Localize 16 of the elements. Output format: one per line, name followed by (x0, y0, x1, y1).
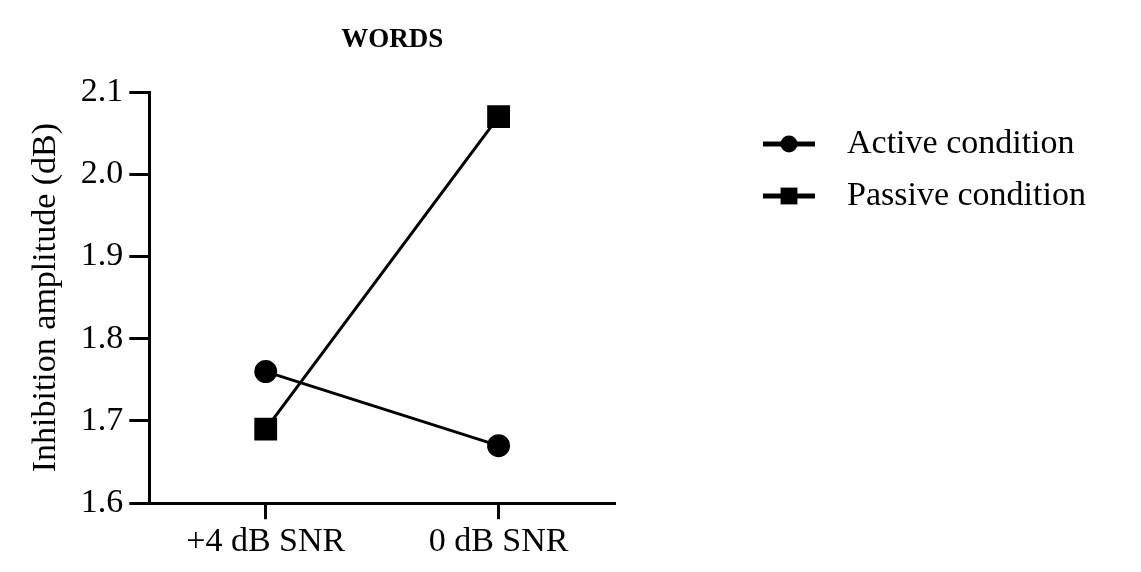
y-tick-label: 1.9 (80, 235, 124, 273)
legend-label: Active condition (847, 122, 1075, 160)
x-tick-label: +4 dB SNR (186, 520, 346, 558)
y-tick-label: 1.8 (80, 317, 124, 355)
legend-label: Passive condition (847, 174, 1086, 212)
y-tick-label: 1.6 (80, 482, 124, 520)
y-tick-label: 2.1 (80, 70, 124, 108)
chart-title: WORDS (341, 22, 444, 53)
y-tick-label: 2.0 (80, 153, 124, 191)
point (487, 105, 510, 129)
point (254, 417, 278, 441)
point (254, 360, 278, 384)
y-tick-label: 1.7 (80, 399, 124, 437)
y-axis-title: Inhibition amplitude (dB) (25, 122, 64, 473)
point (487, 434, 511, 458)
x-tick-label: 0 dB SNR (428, 520, 569, 558)
